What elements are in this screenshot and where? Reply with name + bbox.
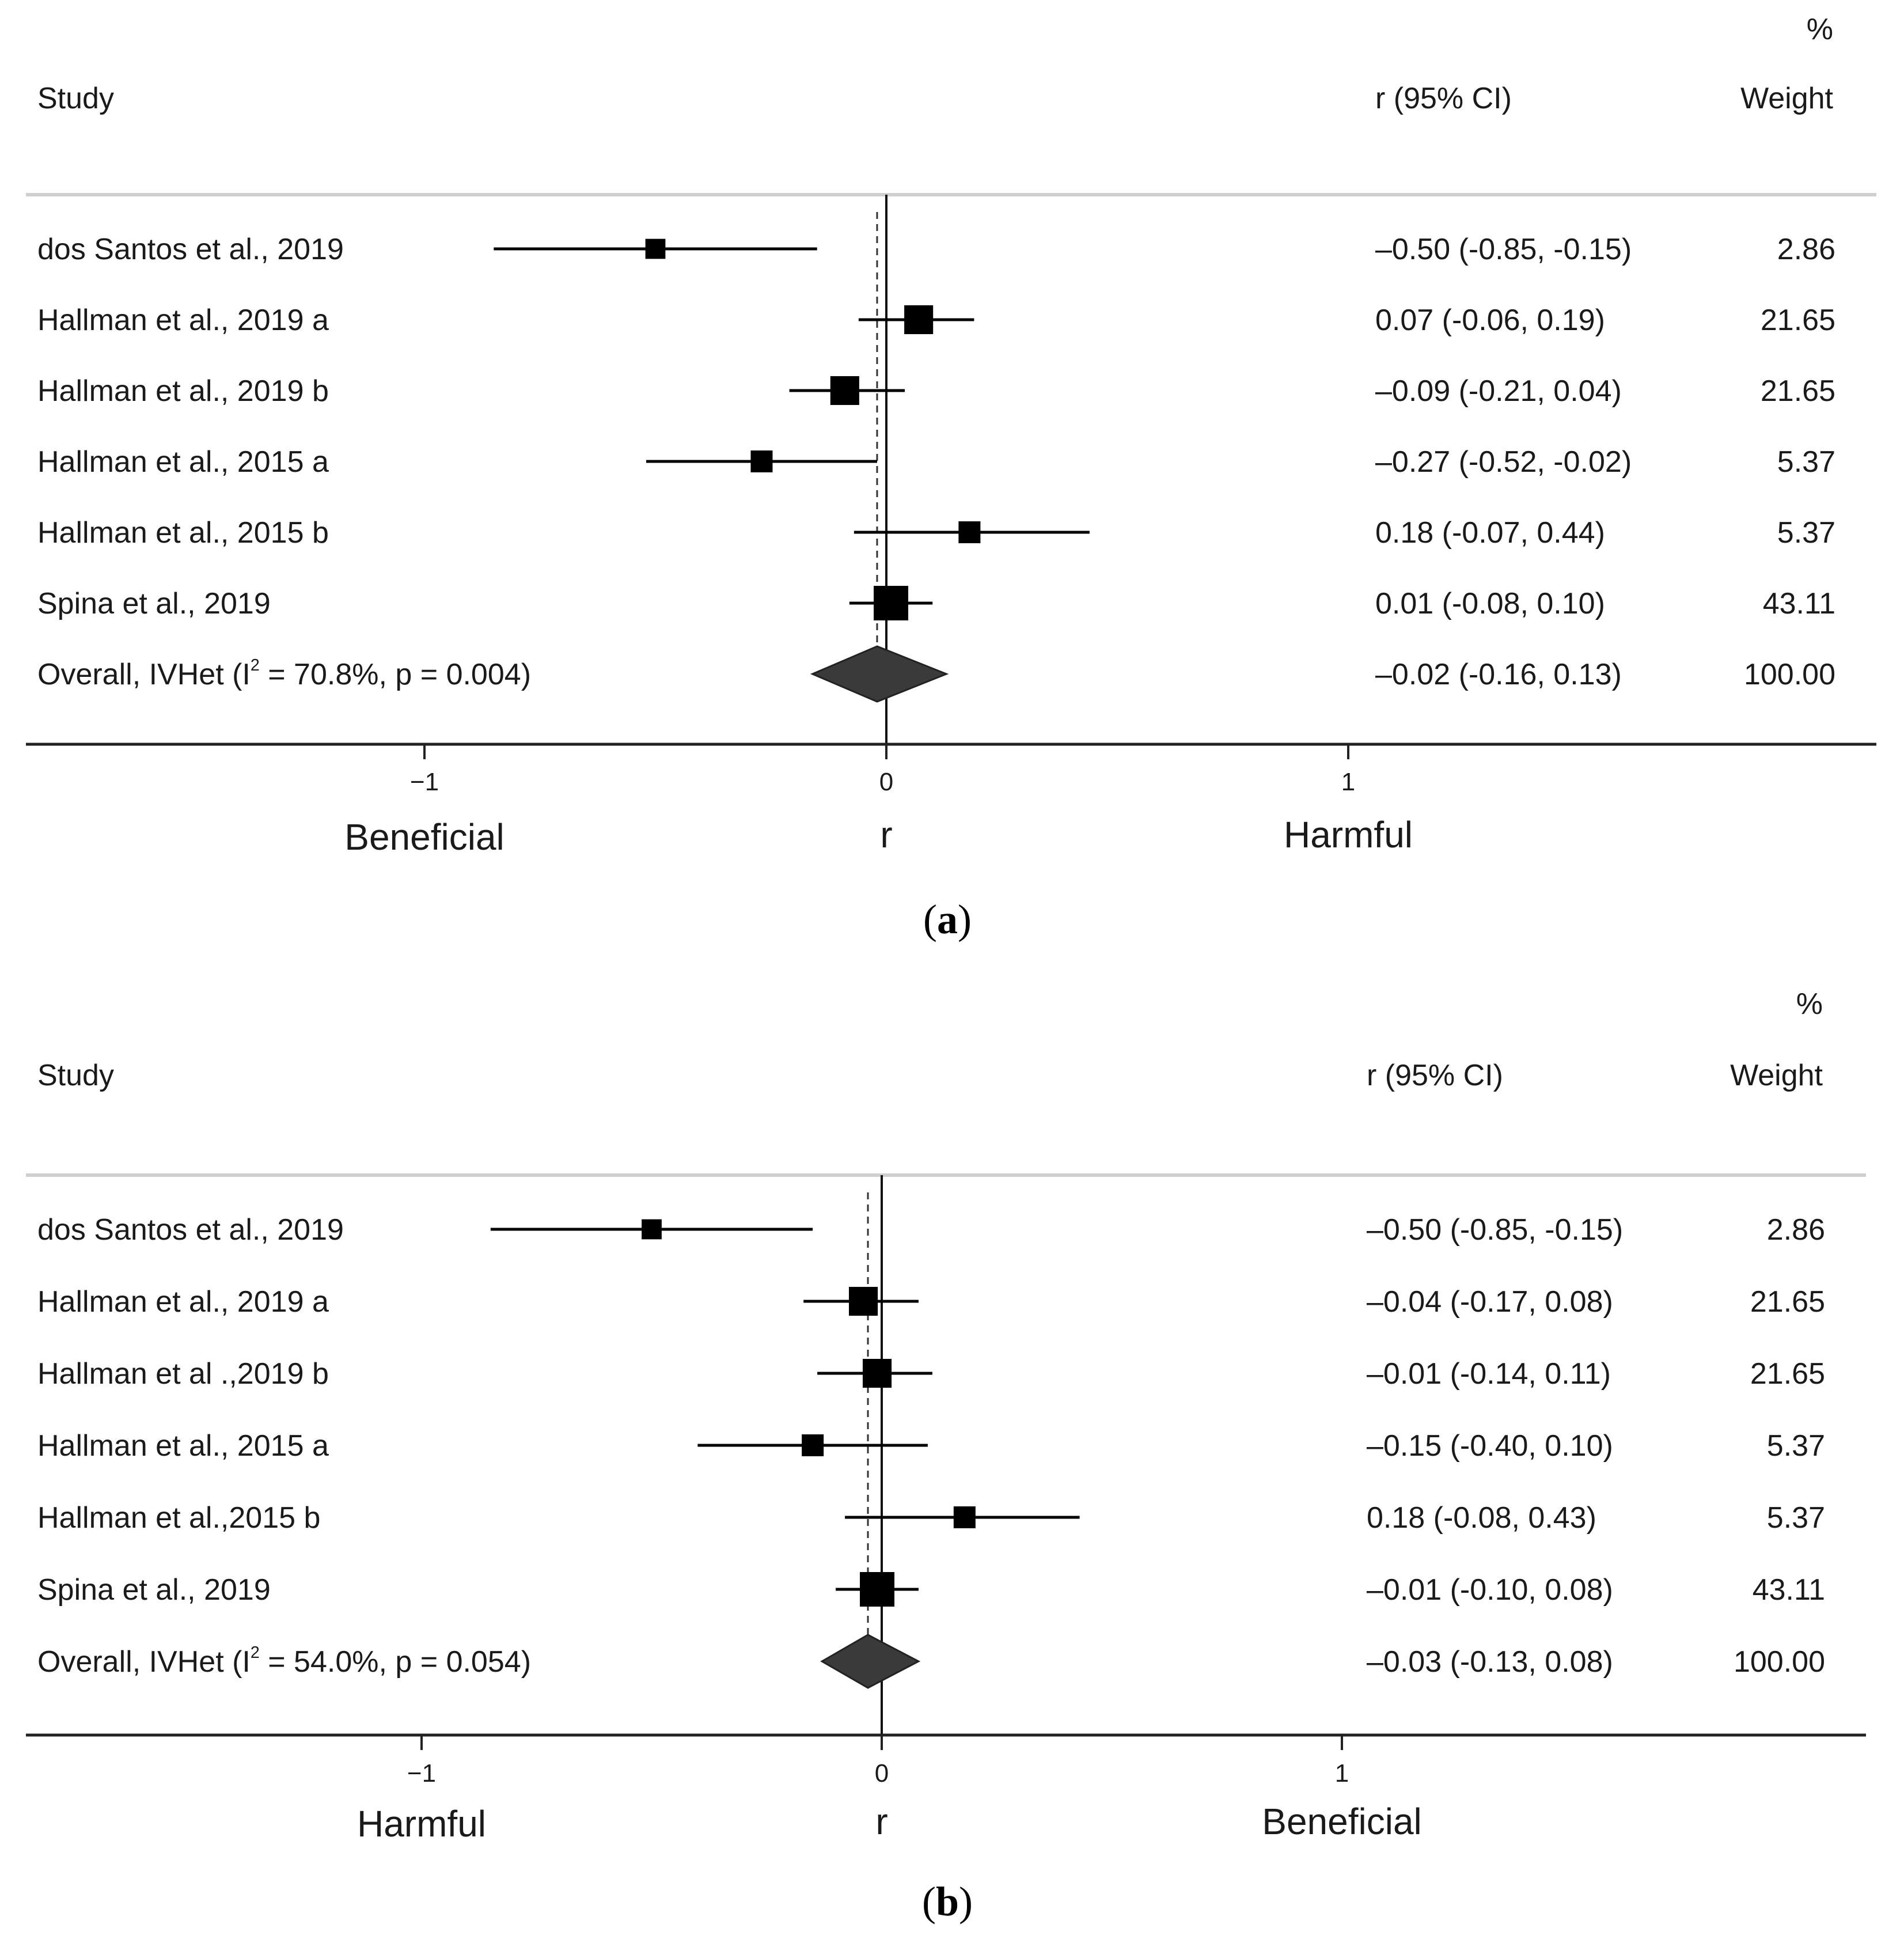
point-estimate-marker [958,521,981,543]
weight-value: 5.37 [1777,516,1835,550]
overall-effect-ci-value: –0.02 (-0.16, 0.13) [1375,658,1622,691]
panel-caption: (b) [922,1879,973,1925]
left-direction-label: Beneficial [344,816,505,858]
weight-value: 21.65 [1750,1285,1825,1319]
forest-panel-b: % Study r (95% CI) Weight dos Santos et al.,… [26,987,1866,1925]
point-estimate-marker [862,1358,892,1388]
weight-percent-header: % [1796,987,1823,1021]
study-row: dos Santos et al., 2019 –0.50 (-0.85, -0.… [37,1213,1825,1247]
overall-row: Overall, IVHet (I2 = 70.8%, p = 0.004) –0… [37,645,1835,703]
study-row: Hallman et al., 2015 a –0.15 (-0.40, 0.10… [37,1429,1825,1463]
weight-value: 5.37 [1777,445,1835,479]
effect-ci-value: 0.01 (-0.08, 0.10) [1375,587,1605,620]
point-estimate-marker [904,305,934,335]
point-estimate-marker [848,1286,878,1316]
effect-ci-value: –0.01 (-0.14, 0.11) [1367,1357,1611,1391]
study-column-header: Study [37,82,114,115]
weight-value: 2.86 [1777,233,1835,266]
effect-ci-value: –0.15 (-0.40, 0.10) [1367,1429,1613,1463]
weight-column-header: Weight [1740,82,1833,115]
overall-weight-value: 100.00 [1734,1645,1825,1679]
overall-label: Overall, IVHet (I2 = 70.8%, p = 0.004) [37,656,531,691]
overall-diamond [820,1634,921,1689]
x-tick-label: 0 [879,768,893,796]
weight-percent-header: % [1807,13,1833,46]
point-estimate-marker [874,586,909,620]
effect-column-header: r (95% CI) [1367,1059,1503,1092]
effect-ci-value: –0.27 (-0.52, -0.02) [1375,445,1632,479]
right-direction-label: Harmful [1284,814,1413,855]
effect-ci-value: –0.04 (-0.17, 0.08) [1367,1285,1613,1319]
study-row: dos Santos et al., 2019 –0.50 (-0.85, -0.… [37,233,1835,266]
study-row: Hallman et al., 2015 a –0.27 (-0.52, -0.0… [37,445,1835,479]
study-row: Hallman et al., 2015 b 0.18 (-0.07, 0.44)… [37,516,1835,550]
point-estimate-marker [860,1572,895,1607]
study-row: Hallman et al .,2019 b –0.01 (-0.14, 0.11… [37,1357,1825,1391]
x-axis-label: r [875,1801,887,1842]
overall-weight-value: 100.00 [1744,658,1835,691]
effect-ci-value: 0.18 (-0.07, 0.44) [1375,516,1605,550]
point-estimate-marker [953,1506,976,1528]
study-row: Hallman et al.,2015 b 0.18 (-0.08, 0.43) 5… [37,1501,1825,1535]
weight-value: 21.65 [1761,374,1835,408]
effect-ci-value: –0.50 (-0.85, -0.15) [1367,1213,1623,1247]
weight-value: 21.65 [1750,1357,1825,1391]
study-name: Hallman et al., 2019 a [37,304,329,337]
weight-value: 5.37 [1767,1501,1825,1535]
study-name: Spina et al., 2019 [37,587,271,620]
study-row: Hallman et al., 2019 b –0.09 (-0.21, 0.04… [37,374,1835,408]
study-name: Hallman et al., 2019 b [37,374,329,408]
study-name: Hallman et al.,2015 b [37,1501,320,1535]
study-name: Spina et al., 2019 [37,1573,271,1607]
study-name: dos Santos et al., 2019 [37,233,344,266]
point-estimate-marker [645,238,666,259]
weight-column-header: Weight [1730,1059,1823,1092]
study-name: dos Santos et al., 2019 [37,1213,344,1247]
effect-ci-value: 0.07 (-0.06, 0.19) [1375,304,1605,337]
overall-label: Overall, IVHet (I2 = 54.0%, p = 0.054) [37,1643,531,1679]
effect-ci-value: 0.18 (-0.08, 0.43) [1367,1501,1596,1535]
left-direction-label: Harmful [357,1803,486,1845]
study-name: Hallman et al., 2015 a [37,445,329,479]
weight-value: 21.65 [1761,304,1835,337]
overall-row: Overall, IVHet (I2 = 54.0%, p = 0.054) –0… [37,1634,1825,1689]
effect-column-header: r (95% CI) [1375,82,1512,115]
overall-diamond [810,645,949,703]
study-name: Hallman et al .,2019 b [37,1357,329,1391]
right-direction-label: Beneficial [1262,1801,1422,1842]
study-name: Hallman et al., 2015 a [37,1429,329,1463]
overall-effect-ci-value: –0.03 (-0.13, 0.08) [1367,1645,1613,1679]
study-name: Hallman et al., 2015 b [37,516,329,550]
x-tick-label: 0 [875,1759,889,1787]
effect-ci-value: –0.01 (-0.10, 0.08) [1367,1573,1613,1607]
x-tick-label: 1 [1335,1759,1349,1787]
point-estimate-marker [802,1434,824,1456]
weight-value: 5.37 [1767,1429,1825,1463]
study-column-header: Study [37,1059,114,1092]
study-row: Hallman et al., 2019 a 0.07 (-0.06, 0.19)… [37,304,1835,337]
x-tick-label: −1 [410,768,439,796]
x-axis-label: r [880,814,892,855]
effect-ci-value: –0.09 (-0.21, 0.04) [1375,374,1622,408]
point-estimate-marker [830,376,859,406]
study-name: Hallman et al., 2019 a [37,1285,329,1319]
x-tick-label: −1 [407,1759,436,1787]
effect-ci-value: –0.50 (-0.85, -0.15) [1375,233,1632,266]
weight-value: 43.11 [1763,587,1835,620]
point-estimate-marker [750,450,773,472]
panel-caption: (a) [923,896,972,942]
study-row: Hallman et al., 2019 a –0.04 (-0.17, 0.08… [37,1285,1825,1319]
study-row: Spina et al., 2019 0.01 (-0.08, 0.10) 43.1… [37,586,1835,620]
study-row: Spina et al., 2019 –0.01 (-0.10, 0.08) 43.… [37,1572,1825,1607]
forest-panel-a: % Study r (95% CI) Weight dos Santos et al.,… [26,13,1876,942]
x-tick-label: 1 [1341,768,1355,796]
weight-value: 43.11 [1753,1573,1825,1607]
weight-value: 2.86 [1767,1213,1825,1247]
point-estimate-marker [642,1219,662,1240]
